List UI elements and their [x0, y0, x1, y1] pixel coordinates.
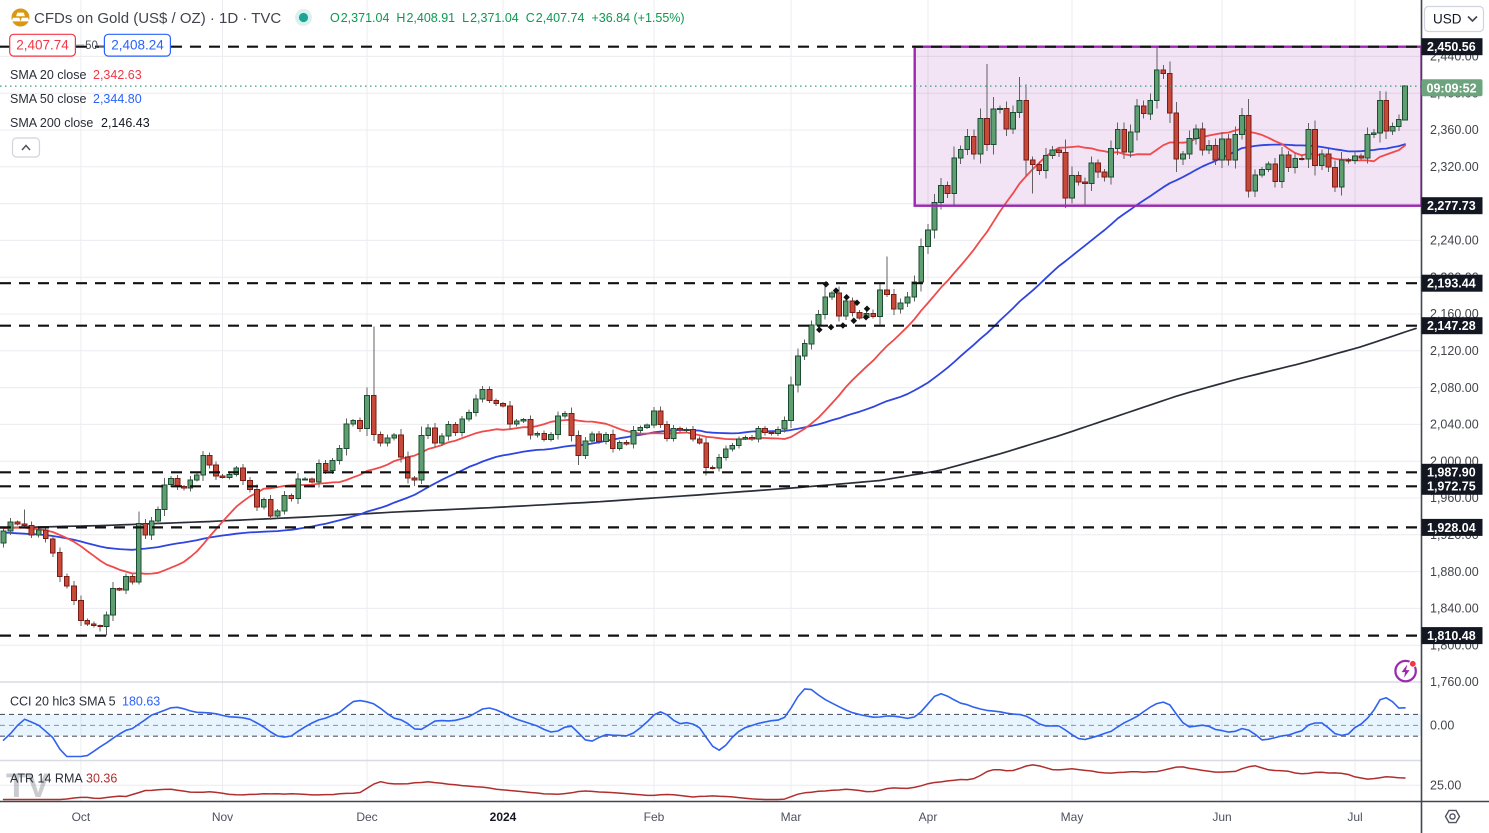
svg-text:TV: TV	[6, 767, 50, 805]
svg-text:0.00: 0.00	[1430, 719, 1454, 733]
svg-text:2,342.63: 2,342.63	[93, 68, 142, 82]
svg-text:May: May	[1061, 810, 1084, 824]
svg-text:2,040.00: 2,040.00	[1430, 418, 1479, 432]
svg-text:25.00: 25.00	[1430, 779, 1461, 793]
svg-text:2,277.73: 2,277.73	[1427, 199, 1476, 213]
svg-text:180.63: 180.63	[122, 695, 160, 709]
svg-text:1,760.00: 1,760.00	[1430, 675, 1479, 689]
svg-text:2,080.00: 2,080.00	[1430, 381, 1479, 395]
svg-text:1,987.90: 1,987.90	[1427, 466, 1476, 480]
svg-text:ATR 14 RMA: ATR 14 RMA	[10, 771, 83, 785]
svg-text:Oct: Oct	[72, 810, 91, 824]
svg-text:CCI 20 hlc3 SMA 5: CCI 20 hlc3 SMA 5	[10, 695, 116, 709]
svg-text:1,880.00: 1,880.00	[1430, 565, 1479, 579]
svg-text:2,193.44: 2,193.44	[1427, 277, 1476, 291]
svg-text:2,344.80: 2,344.80	[93, 92, 142, 106]
svg-text:2,240.00: 2,240.00	[1430, 234, 1479, 248]
svg-text:Dec: Dec	[356, 810, 377, 824]
svg-text:2,407.74: 2,407.74	[16, 38, 69, 53]
svg-text:Mar: Mar	[781, 810, 802, 824]
svg-text:2,360.00: 2,360.00	[1430, 123, 1479, 137]
svg-text:Jun: Jun	[1212, 810, 1231, 824]
svg-text:CFDs on Gold (US$ / OZ) · 1D ·: CFDs on Gold (US$ / OZ) · 1D · TVC	[34, 10, 281, 27]
svg-text:2,120.00: 2,120.00	[1430, 344, 1479, 358]
svg-text:USD: USD	[1433, 12, 1462, 27]
svg-text:1,840.00: 1,840.00	[1430, 602, 1479, 616]
svg-text:SMA 200 close: SMA 200 close	[10, 116, 93, 130]
svg-text:1,928.04: 1,928.04	[1427, 521, 1476, 535]
svg-text:1,810.48: 1,810.48	[1427, 629, 1476, 643]
svg-text:2,450.56: 2,450.56	[1427, 40, 1476, 54]
svg-text:Nov: Nov	[212, 810, 233, 824]
svg-text:2,408.24: 2,408.24	[111, 38, 164, 53]
svg-text:Feb: Feb	[644, 810, 665, 824]
svg-text:2,146.43: 2,146.43	[101, 116, 150, 130]
svg-text:1,972.75: 1,972.75	[1427, 480, 1476, 494]
svg-text:2,147.28: 2,147.28	[1427, 319, 1476, 333]
svg-text:50: 50	[85, 40, 98, 52]
svg-text:2,320.00: 2,320.00	[1430, 160, 1479, 174]
svg-text:09:09:52: 09:09:52	[1427, 81, 1477, 95]
svg-text:SMA 20 close: SMA 20 close	[10, 68, 86, 82]
svg-text:30.36: 30.36	[86, 771, 117, 785]
svg-text:2024: 2024	[490, 810, 517, 824]
svg-text:Apr: Apr	[919, 810, 938, 824]
svg-text:SMA 50 close: SMA 50 close	[10, 92, 86, 106]
svg-text:Jul: Jul	[1347, 810, 1362, 824]
